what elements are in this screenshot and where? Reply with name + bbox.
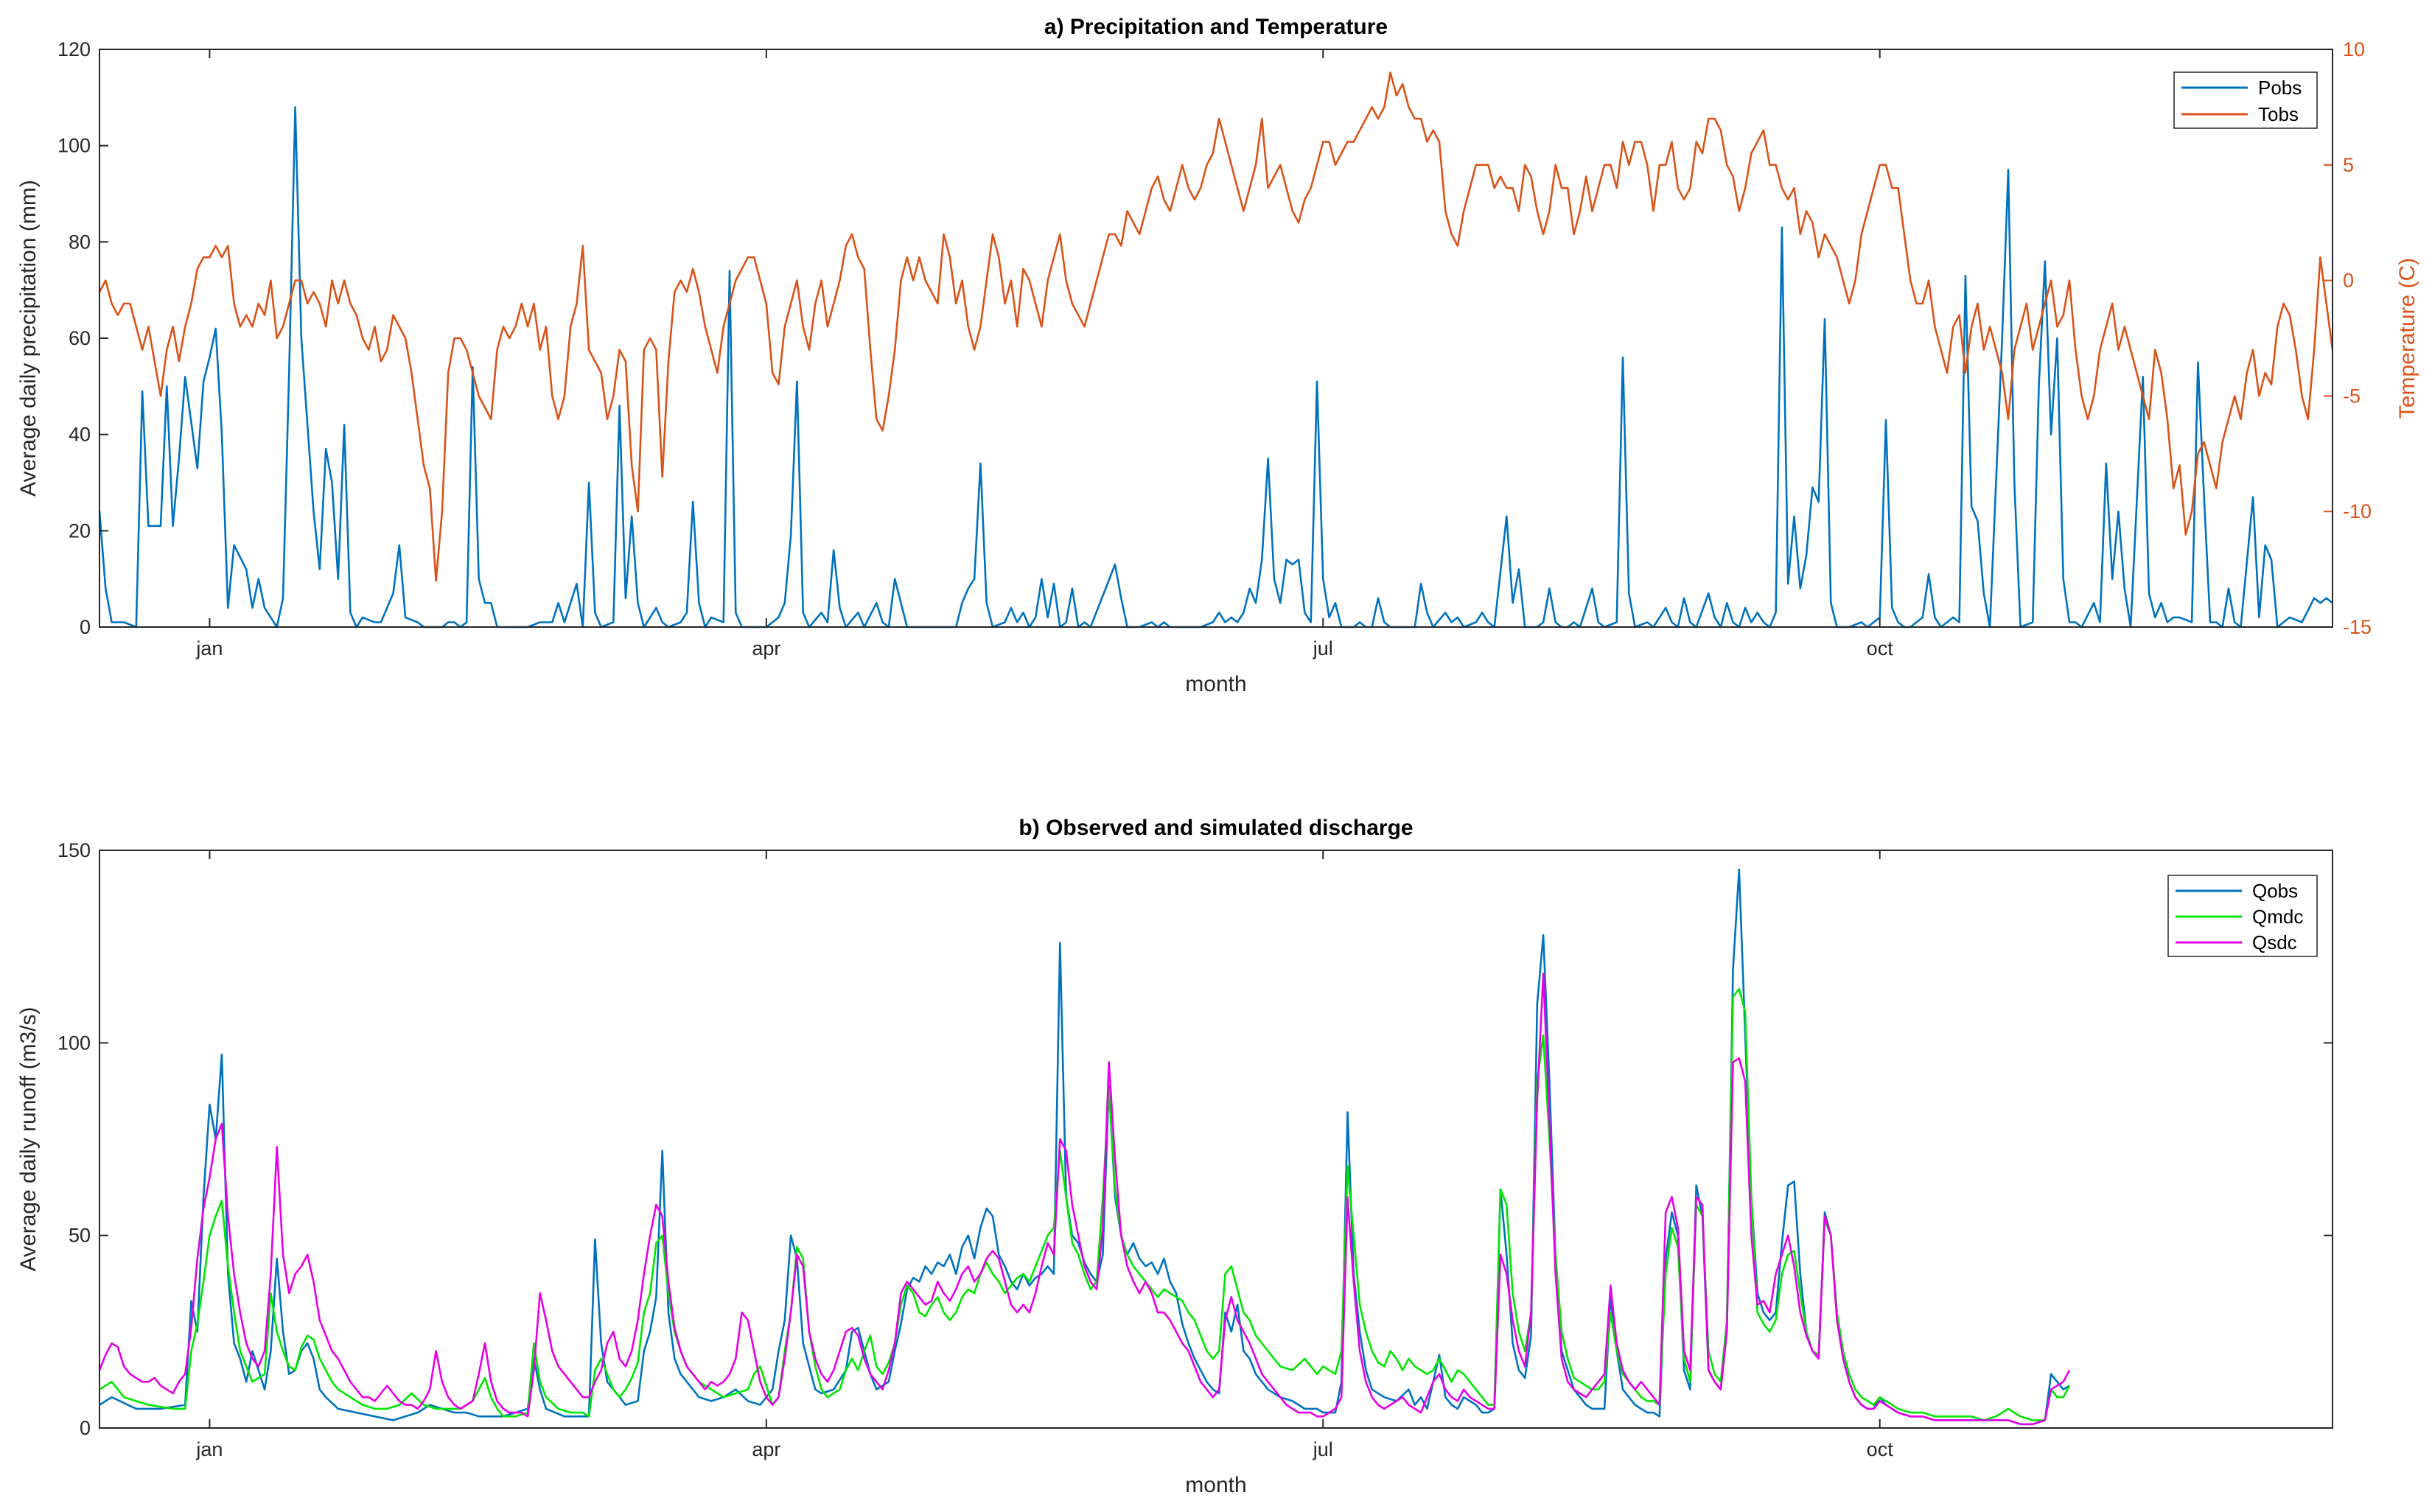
panel-b-xlabel: month [1185,1473,1246,1497]
legend-pobs-label: Pobs [2258,77,2302,99]
y-tick-label: 0 [80,616,91,638]
y-tick-label: 120 [57,38,91,60]
y-tick-label: 20 [69,519,91,542]
x-tick-label: oct [1867,1438,1894,1460]
y-tick-label: 0 [80,1417,91,1439]
panel-a-ylabel-left: Average daily precipitation (mm) [16,180,41,497]
panel-b-discharge: b) Observed and simulated discharge jan a… [16,816,2333,1497]
series-line-qsdc [98,973,2071,1426]
panel-a-xlabel: month [1185,672,1246,696]
panel-a-ylabel-right: Temperature (C) [2395,258,2419,419]
panel-a-ticks: jan apr jul oct 0 20 40 60 80 100 120 -15 -10 -5 0 5 10 [57,38,2372,659]
x-tick-label: apr [752,637,780,659]
y-tick-label: 50 [69,1225,91,1247]
legend-qmdc-label: Qmdc [2252,906,2303,928]
x-tick-label: jan [195,637,223,659]
x-tick-label: jul [1313,637,1333,659]
y-tick-label: 150 [57,839,91,861]
panel-b-ylabel: Average daily runoff (m3/s) [16,1007,41,1271]
y2-tick-label: -15 [2343,616,2372,638]
y2-tick-label: 0 [2343,270,2354,292]
x-tick-label: jul [1313,1438,1333,1460]
panel-a-legend: Pobs Tobs [2173,71,2318,129]
y2-tick-label: 5 [2343,154,2354,176]
series-line-tobs [98,71,2334,582]
panel-b-legend: Qobs Qmdc Qsdc [2167,875,2318,957]
panel-a-axes-box [99,49,2333,628]
series-line-qmdc [99,987,2071,1421]
panel-a-precipitation-temperature: a) Precipitation and Temperature jan apr j… [16,15,2419,696]
y-tick-label: 80 [69,231,91,253]
y2-tick-label: -5 [2343,385,2361,407]
series-line-qobs [99,868,2070,1426]
panel-a-legend-box [2173,71,2318,129]
panel-b-plot-area [99,850,2333,1428]
y-tick-label: 40 [69,424,91,446]
panel-b-axes-box [99,850,2333,1429]
panel-a-series-group [98,71,2334,629]
y-tick-label: 100 [57,135,91,157]
legend-qsdc-label: Qsdc [2252,931,2297,953]
panel-b-series-group [98,868,2071,1426]
x-tick-label: apr [752,1438,780,1460]
y-tick-label: 60 [69,327,91,349]
y2-tick-label: -10 [2343,500,2372,522]
series-line-pobs [98,106,2333,629]
y2-tick-label: 10 [2343,38,2365,60]
legend-qobs-label: Qobs [2252,880,2298,902]
legend-tobs-label: Tobs [2258,103,2299,125]
y-tick-label: 100 [57,1032,91,1054]
x-tick-label: jan [195,1438,223,1460]
x-tick-label: oct [1867,637,1894,659]
panel-a-title: a) Precipitation and Temperature [1044,15,1388,39]
panel-b-title: b) Observed and simulated discharge [1018,816,1413,840]
